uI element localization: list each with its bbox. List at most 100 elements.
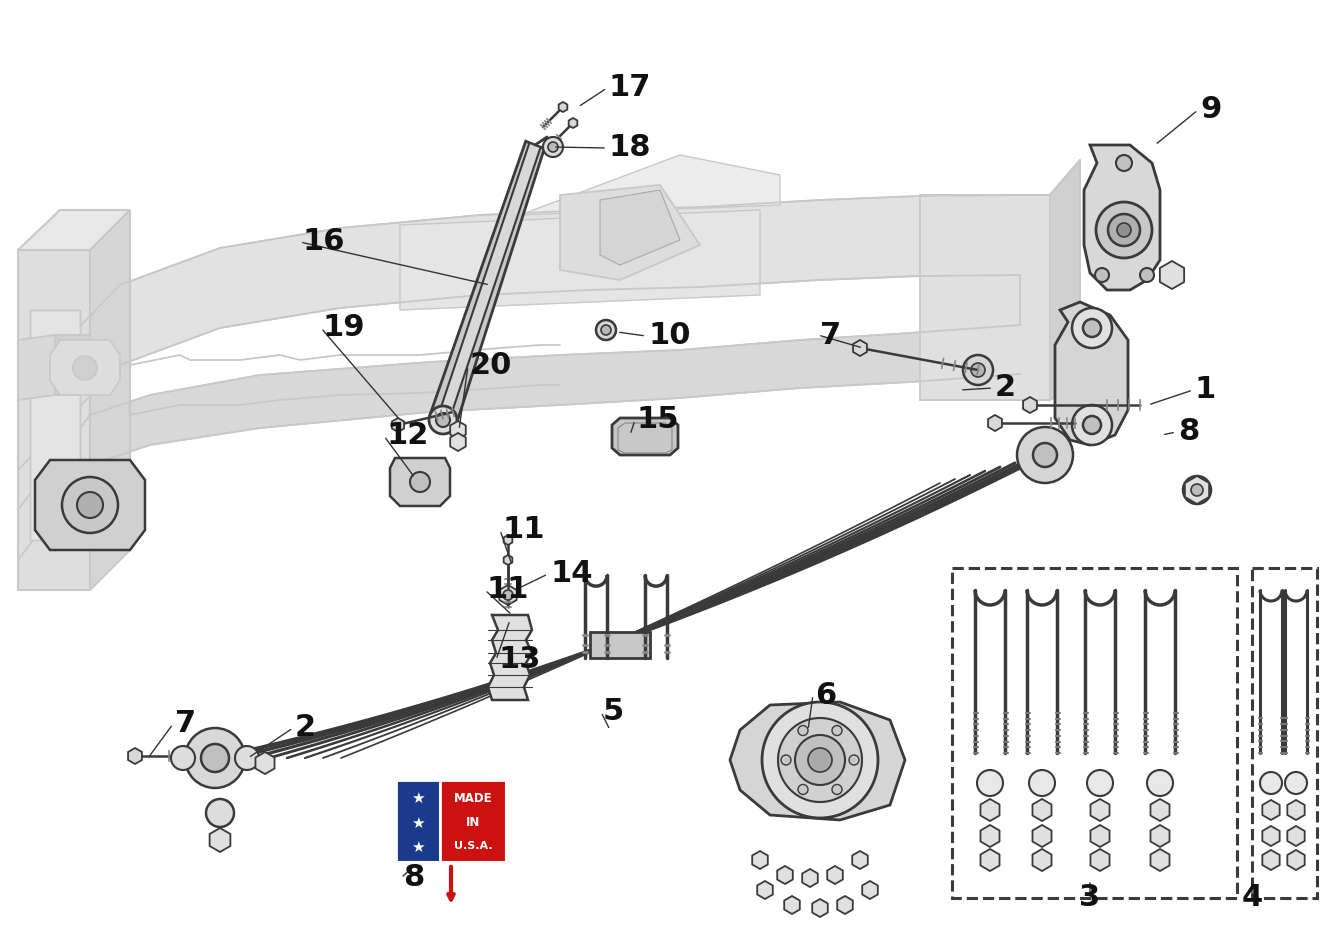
Polygon shape xyxy=(255,752,275,774)
Circle shape xyxy=(1096,202,1151,258)
Text: 14: 14 xyxy=(550,560,592,588)
Polygon shape xyxy=(1032,799,1051,821)
Polygon shape xyxy=(1032,849,1051,871)
Polygon shape xyxy=(1288,826,1305,846)
Polygon shape xyxy=(19,325,1021,560)
Circle shape xyxy=(1072,405,1112,445)
Circle shape xyxy=(235,746,259,770)
Circle shape xyxy=(761,702,878,818)
Polygon shape xyxy=(828,866,843,884)
Text: 12: 12 xyxy=(386,422,428,450)
Polygon shape xyxy=(488,615,531,700)
Circle shape xyxy=(185,728,245,788)
Polygon shape xyxy=(1150,825,1170,847)
Polygon shape xyxy=(981,799,999,821)
Polygon shape xyxy=(19,250,90,590)
Polygon shape xyxy=(784,896,800,914)
Text: 17: 17 xyxy=(609,73,652,103)
Circle shape xyxy=(1087,770,1113,796)
Circle shape xyxy=(977,770,1003,796)
Circle shape xyxy=(779,718,862,802)
Text: 8: 8 xyxy=(1178,418,1199,446)
Bar xyxy=(397,780,506,862)
Circle shape xyxy=(1191,484,1203,496)
Text: 7: 7 xyxy=(820,321,841,349)
Circle shape xyxy=(1117,223,1132,237)
Polygon shape xyxy=(1023,397,1036,413)
Polygon shape xyxy=(500,585,517,605)
Circle shape xyxy=(1083,319,1101,337)
Circle shape xyxy=(1029,770,1055,796)
Polygon shape xyxy=(1150,799,1170,821)
Polygon shape xyxy=(128,748,141,764)
Polygon shape xyxy=(56,335,90,395)
Polygon shape xyxy=(837,896,853,914)
Polygon shape xyxy=(30,310,81,540)
Polygon shape xyxy=(1263,800,1280,820)
Circle shape xyxy=(171,746,196,770)
Text: MADE: MADE xyxy=(453,791,492,804)
Circle shape xyxy=(798,784,808,795)
Bar xyxy=(1252,568,1317,898)
Text: 1: 1 xyxy=(1195,375,1216,405)
Text: 5: 5 xyxy=(603,698,624,726)
Circle shape xyxy=(549,142,558,152)
Polygon shape xyxy=(853,340,867,356)
Bar xyxy=(952,568,1237,898)
Polygon shape xyxy=(1288,850,1305,870)
Circle shape xyxy=(798,725,808,736)
Polygon shape xyxy=(1084,145,1159,290)
Circle shape xyxy=(962,355,993,385)
Polygon shape xyxy=(853,851,867,869)
Circle shape xyxy=(795,735,845,785)
Circle shape xyxy=(77,492,103,518)
Polygon shape xyxy=(600,190,680,265)
Polygon shape xyxy=(19,195,1021,470)
Circle shape xyxy=(1032,443,1058,467)
Polygon shape xyxy=(430,141,545,426)
Circle shape xyxy=(808,748,832,772)
Polygon shape xyxy=(802,869,818,887)
Circle shape xyxy=(970,363,985,377)
Text: ★: ★ xyxy=(411,790,424,805)
Circle shape xyxy=(1260,772,1282,794)
Polygon shape xyxy=(812,899,828,917)
Polygon shape xyxy=(1263,826,1280,846)
Circle shape xyxy=(832,725,842,736)
Polygon shape xyxy=(568,118,578,128)
Text: 9: 9 xyxy=(1200,95,1222,125)
Polygon shape xyxy=(520,155,780,215)
Polygon shape xyxy=(559,102,567,112)
Circle shape xyxy=(1095,268,1109,282)
Circle shape xyxy=(543,137,563,157)
Circle shape xyxy=(1183,476,1211,504)
Polygon shape xyxy=(1288,800,1305,820)
Circle shape xyxy=(436,413,449,427)
Text: ★: ★ xyxy=(411,840,424,855)
Circle shape xyxy=(201,744,229,772)
Text: 15: 15 xyxy=(637,406,680,434)
Circle shape xyxy=(62,477,118,533)
Polygon shape xyxy=(1032,825,1051,847)
Polygon shape xyxy=(1159,261,1185,289)
Polygon shape xyxy=(988,415,1002,431)
Polygon shape xyxy=(1185,476,1210,504)
Text: 16: 16 xyxy=(301,228,345,256)
Circle shape xyxy=(206,799,234,827)
Bar xyxy=(397,780,440,862)
Polygon shape xyxy=(210,828,230,852)
Text: ★: ★ xyxy=(411,816,424,831)
Polygon shape xyxy=(1091,799,1109,821)
Polygon shape xyxy=(1091,849,1109,871)
Circle shape xyxy=(602,325,611,335)
Polygon shape xyxy=(1091,825,1109,847)
Text: 11: 11 xyxy=(486,576,530,605)
Text: 7: 7 xyxy=(175,709,196,739)
Polygon shape xyxy=(451,421,465,439)
Polygon shape xyxy=(1050,160,1080,400)
Circle shape xyxy=(1017,427,1073,483)
Text: 6: 6 xyxy=(814,681,837,709)
Polygon shape xyxy=(612,418,678,455)
Polygon shape xyxy=(730,702,906,820)
Polygon shape xyxy=(19,210,130,250)
